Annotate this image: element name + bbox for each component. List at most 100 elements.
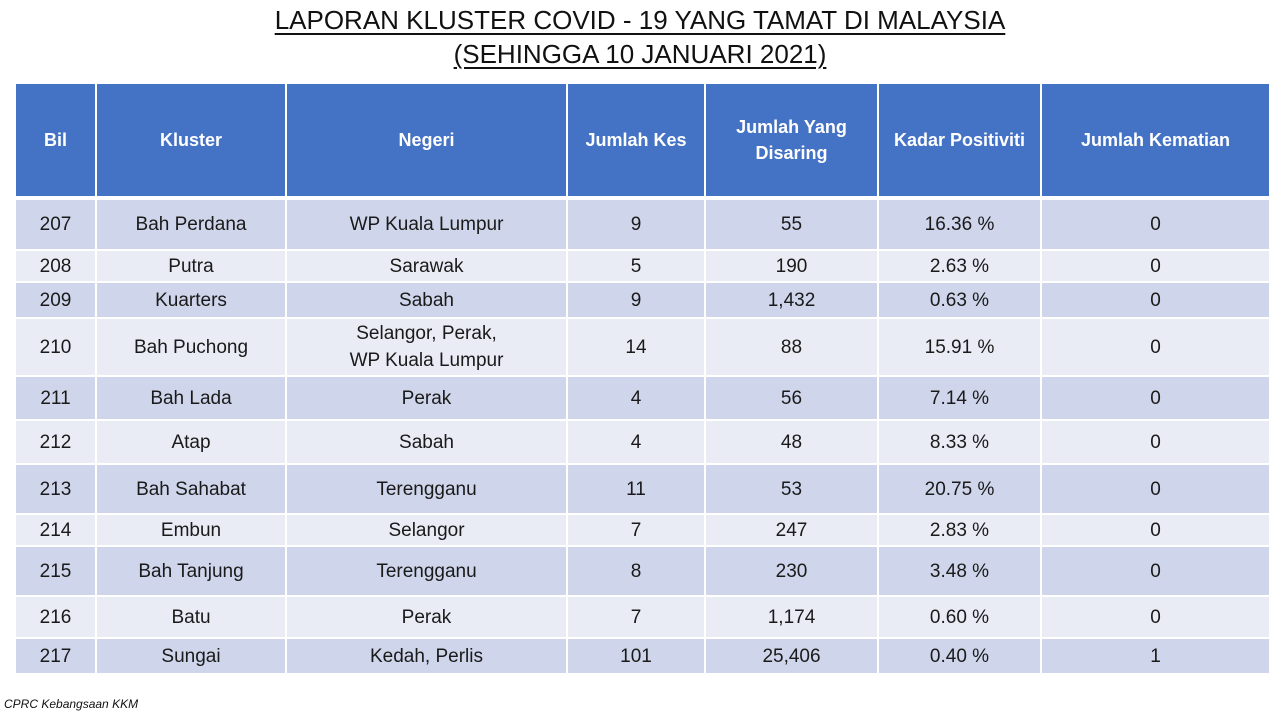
header-negeri: Negeri — [286, 84, 568, 200]
cell-jumlah-kes: 7 — [567, 596, 706, 639]
table-row: 212 Atap Sabah 4 48 8.33 % 0 — [16, 420, 1269, 465]
negeri-line: Kedah, Perlis — [369, 645, 483, 667]
cell-jumlah-kes: 4 — [567, 420, 706, 465]
cell-jumlah-kematian: 0 — [1041, 514, 1269, 547]
cell-jumlah-disaring: 48 — [705, 420, 879, 465]
cell-bil: 212 — [16, 420, 97, 465]
cell-bil: 209 — [16, 282, 97, 319]
cell-jumlah-disaring: 55 — [705, 198, 879, 251]
cell-jumlah-kematian: 1 — [1041, 638, 1269, 675]
table-row: 216 Batu Perak 7 1,174 0.60 % 0 — [16, 596, 1269, 639]
cell-jumlah-kematian: 0 — [1041, 376, 1269, 421]
cell-jumlah-kematian: 0 — [1041, 318, 1269, 377]
cell-negeri: Perak — [286, 596, 568, 639]
cell-negeri: WP Kuala Lumpur — [286, 198, 568, 251]
cell-jumlah-disaring: 230 — [705, 546, 879, 597]
table-body: 207 Bah Perdana WP Kuala Lumpur 9 55 16.36 % 0… — [16, 198, 1269, 675]
cell-kadar-positiviti: 7.14 % — [878, 376, 1042, 421]
cell-jumlah-kematian: 0 — [1041, 282, 1269, 319]
cell-bil: 214 — [16, 514, 97, 547]
cell-kluster: Sungai — [96, 638, 287, 675]
cell-jumlah-disaring: 247 — [705, 514, 879, 547]
cell-bil: 207 — [16, 198, 97, 251]
table-row: 215 Bah Tanjung Terengganu 8 230 3.48 % 0 — [16, 546, 1269, 597]
cluster-table: Bil Kluster Negeri Jumlah Kes Jumlah Yan… — [16, 84, 1269, 675]
header-jumlah-kes: Jumlah Kes — [567, 84, 706, 200]
table-row: 208 Putra Sarawak 5 190 2.63 % 0 — [16, 250, 1269, 283]
header-jumlah-kematian: Jumlah Kematian — [1041, 84, 1269, 200]
cell-kadar-positiviti: 2.83 % — [878, 514, 1042, 547]
cell-bil: 215 — [16, 546, 97, 597]
cell-bil: 208 — [16, 250, 97, 283]
cell-kluster: Bah Puchong — [96, 318, 287, 377]
table-row: 213 Bah Sahabat Terengganu 11 53 20.75 % 0 — [16, 464, 1269, 515]
negeri-line: Terengganu — [376, 478, 477, 500]
cell-negeri: Sarawak — [286, 250, 568, 283]
cell-kadar-positiviti: 3.48 % — [878, 546, 1042, 597]
cell-jumlah-kes: 101 — [567, 638, 706, 675]
cell-bil: 216 — [16, 596, 97, 639]
cell-kluster: Bah Sahabat — [96, 464, 287, 515]
cell-jumlah-kematian: 0 — [1041, 250, 1269, 283]
header-kadar-positiviti: Kadar Positiviti — [878, 84, 1042, 200]
cell-jumlah-kes: 9 — [567, 198, 706, 251]
cell-jumlah-disaring: 190 — [705, 250, 879, 283]
cell-jumlah-kes: 4 — [567, 376, 706, 421]
cell-kluster: Bah Perdana — [96, 198, 287, 251]
cell-jumlah-kes: 8 — [567, 546, 706, 597]
negeri-line: WP Kuala Lumpur — [349, 350, 504, 371]
table-row: 207 Bah Perdana WP Kuala Lumpur 9 55 16.36 % 0 — [16, 198, 1269, 251]
cell-kadar-positiviti: 0.40 % — [878, 638, 1042, 675]
cell-jumlah-kes: 9 — [567, 282, 706, 319]
cell-bil: 213 — [16, 464, 97, 515]
header-kluster: Kluster — [96, 84, 287, 200]
negeri-line: Selangor, Perak, — [356, 323, 497, 344]
cell-jumlah-kematian: 0 — [1041, 198, 1269, 251]
cell-jumlah-disaring: 53 — [705, 464, 879, 515]
cell-jumlah-kematian: 0 — [1041, 596, 1269, 639]
negeri-line: Sarawak — [389, 255, 464, 277]
negeri-line: Sabah — [399, 289, 454, 311]
cell-kadar-positiviti: 8.33 % — [878, 420, 1042, 465]
cell-jumlah-disaring: 1,432 — [705, 282, 879, 319]
cell-jumlah-disaring: 56 — [705, 376, 879, 421]
table-row: 214 Embun Selangor 7 247 2.83 % 0 — [16, 514, 1269, 547]
cell-negeri: Terengganu — [286, 464, 568, 515]
negeri-line: WP Kuala Lumpur — [349, 214, 504, 235]
cell-bil: 217 — [16, 638, 97, 675]
header-row: Bil Kluster Negeri Jumlah Kes Jumlah Yan… — [16, 84, 1269, 200]
cell-jumlah-disaring: 1,174 — [705, 596, 879, 639]
cell-kadar-positiviti: 0.63 % — [878, 282, 1042, 319]
table-row: 209 Kuarters Sabah 9 1,432 0.63 % 0 — [16, 282, 1269, 319]
negeri-line: Selangor — [388, 519, 465, 541]
table-row: 211 Bah Lada Perak 4 56 7.14 % 0 — [16, 376, 1269, 421]
header-disaring-line1: Jumlah Yang — [736, 117, 847, 137]
cell-jumlah-kematian: 0 — [1041, 464, 1269, 515]
cell-kluster: Kuarters — [96, 282, 287, 319]
cell-kadar-positiviti: 15.91 % — [878, 318, 1042, 377]
cell-kluster: Atap — [96, 420, 287, 465]
cell-negeri: Kedah, Perlis — [286, 638, 568, 675]
cell-kluster: Putra — [96, 250, 287, 283]
cell-jumlah-kematian: 0 — [1041, 420, 1269, 465]
negeri-line: Perak — [401, 606, 452, 628]
cell-jumlah-disaring: 88 — [705, 318, 879, 377]
cell-bil: 211 — [16, 376, 97, 421]
negeri-line: Terengganu — [376, 560, 477, 582]
cell-negeri: Selangor, Perak, WP Kuala Lumpur — [286, 318, 568, 377]
header-bil: Bil — [16, 84, 97, 200]
cell-kadar-positiviti: 0.60 % — [878, 596, 1042, 639]
cell-jumlah-kes: 11 — [567, 464, 706, 515]
cell-negeri: Selangor — [286, 514, 568, 547]
negeri-line: Sabah — [399, 431, 454, 453]
table-row: 210 Bah Puchong Selangor, Perak, WP Kuala L… — [16, 318, 1269, 377]
cell-kadar-positiviti: 16.36 % — [878, 198, 1042, 251]
cell-negeri: Sabah — [286, 282, 568, 319]
report-subtitle: (SEHINGGA 10 JANUARI 2021) — [453, 39, 827, 69]
cell-kluster: Bah Lada — [96, 376, 287, 421]
cell-kadar-positiviti: 2.63 % — [878, 250, 1042, 283]
cell-jumlah-kes: 14 — [567, 318, 706, 377]
cell-jumlah-kematian: 0 — [1041, 546, 1269, 597]
cell-bil: 210 — [16, 318, 97, 377]
cell-kluster: Batu — [96, 596, 287, 639]
